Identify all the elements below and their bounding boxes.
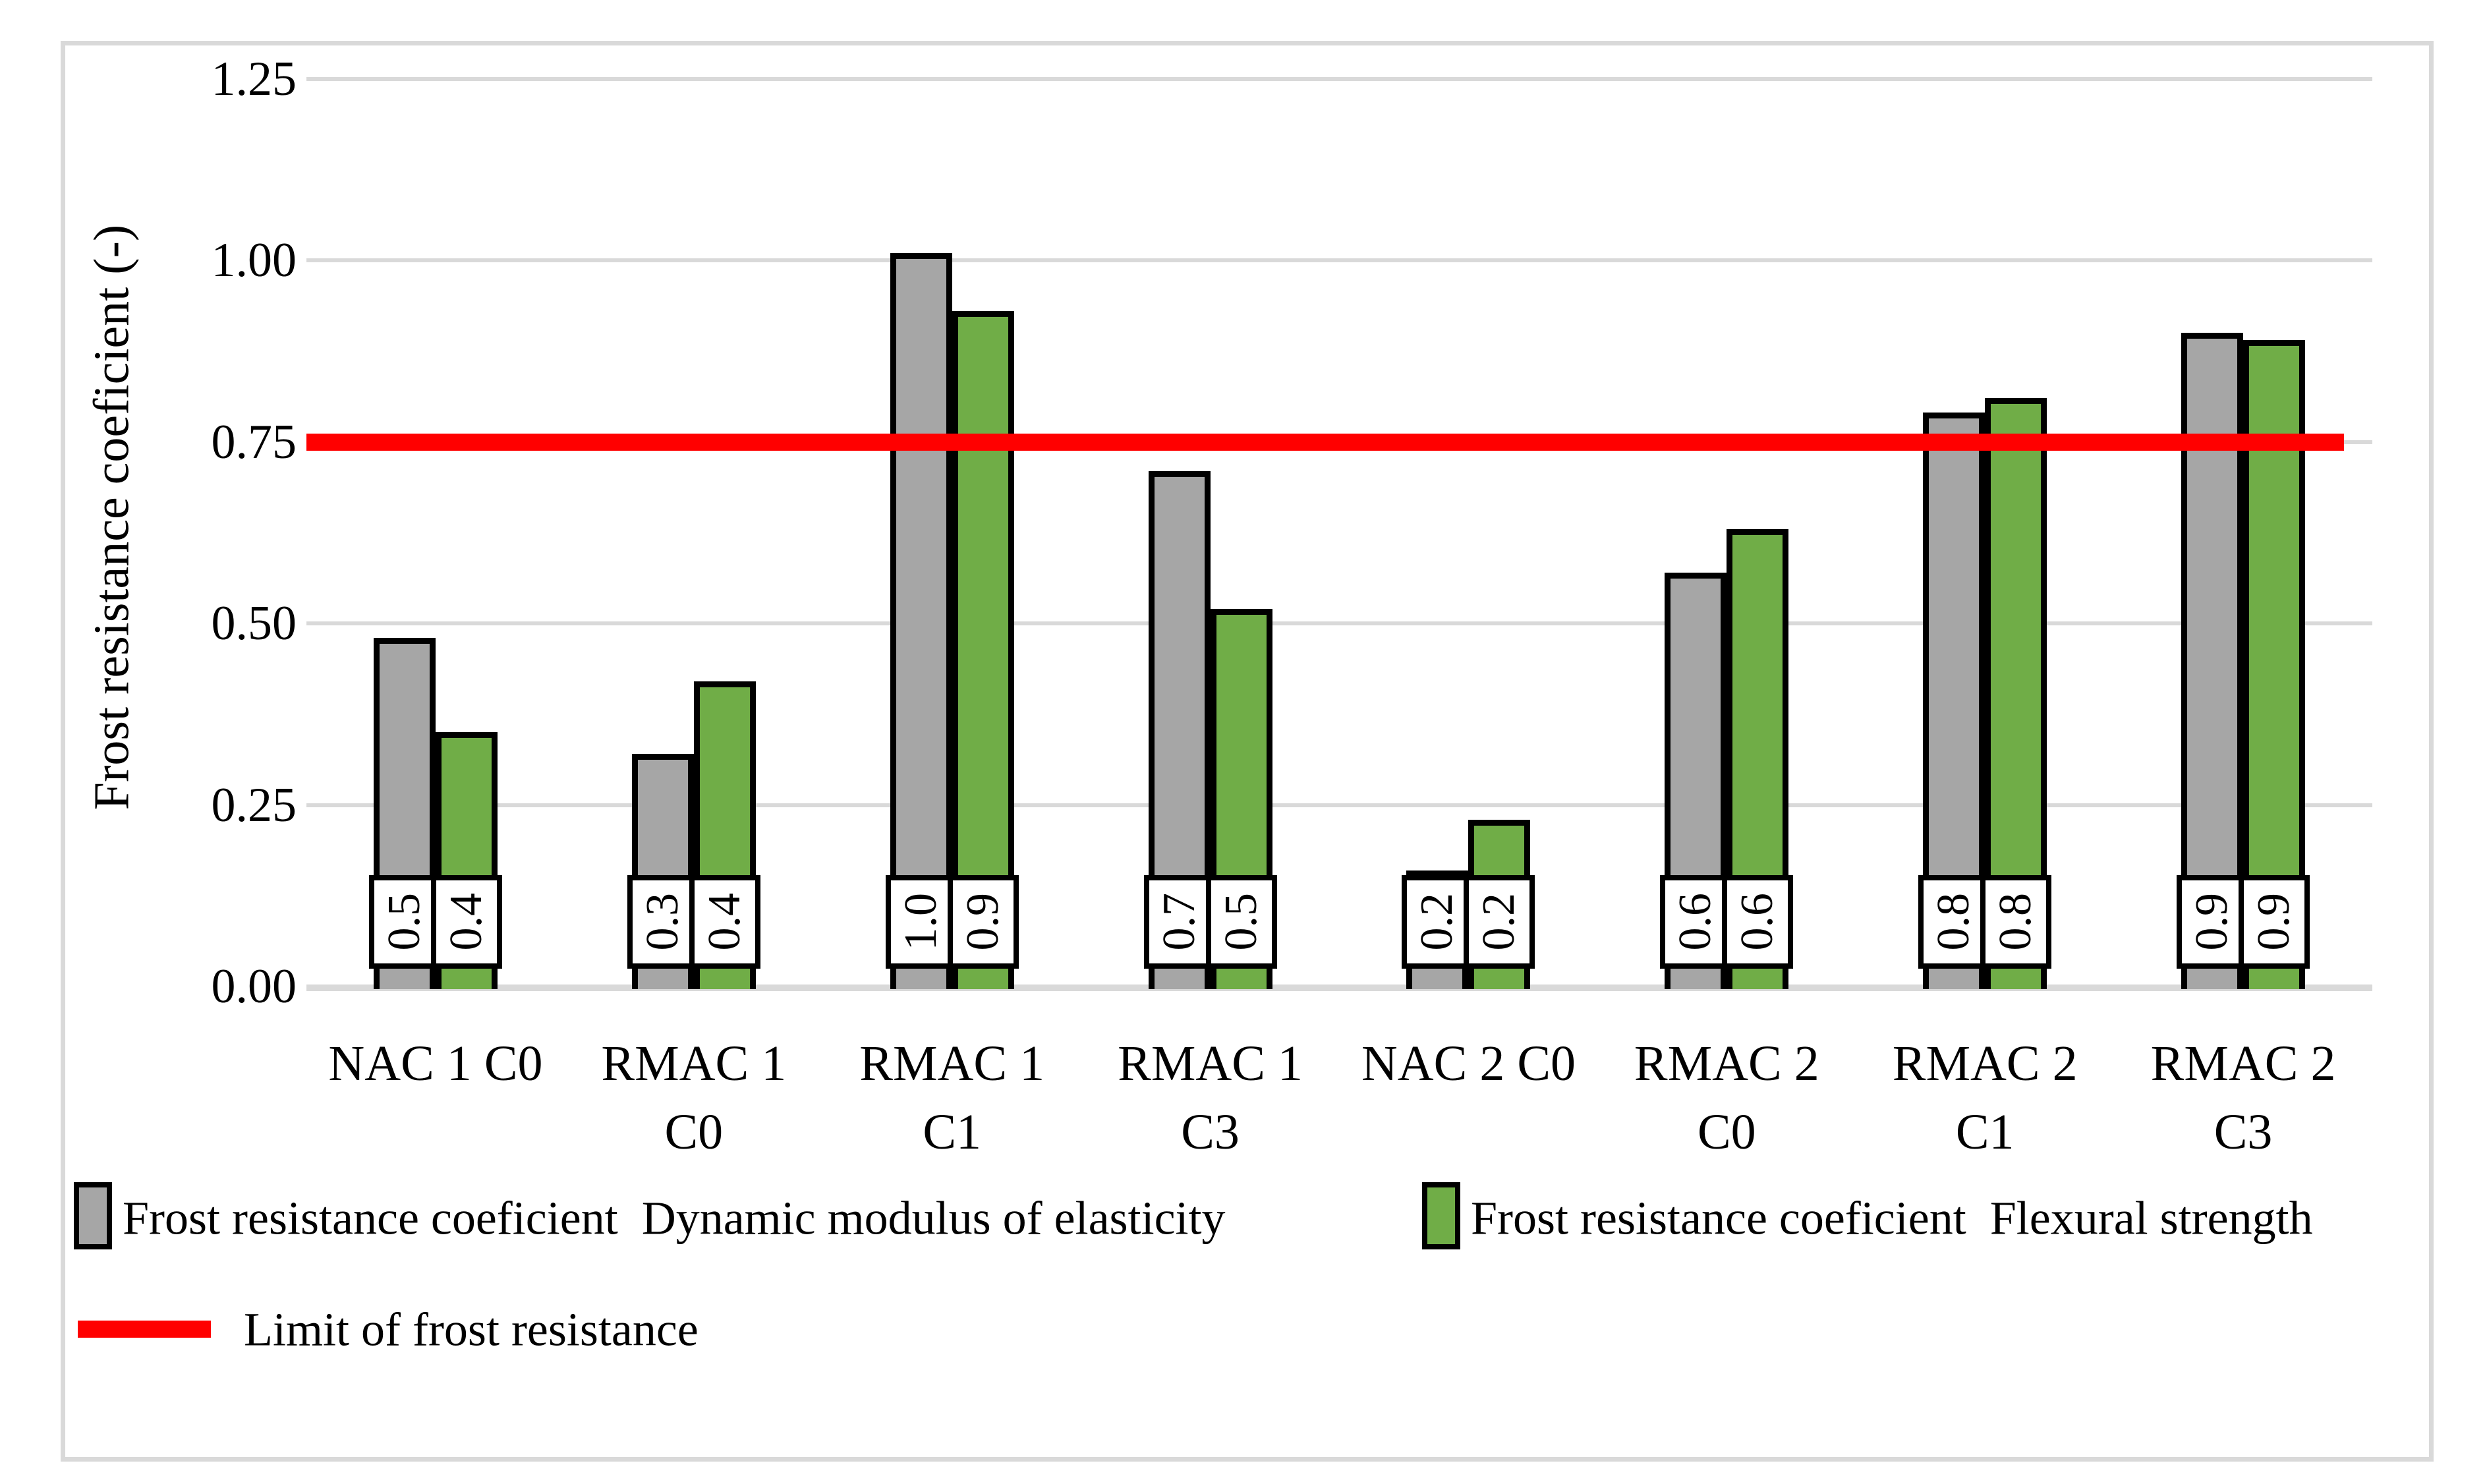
x-tick-label-RMAC-1-C0: RMAC 1 C0 [549, 1029, 839, 1166]
gridline-1.25 [306, 76, 2372, 81]
x-tick-line: C1 [923, 1104, 982, 1160]
data-label-value: 0.7 [1153, 893, 1205, 951]
y-tick-label-0.50: 0.50 [211, 596, 297, 650]
x-tick-label-RMAC-2-C1: RMAC 2 C1 [1840, 1029, 2130, 1166]
y-tick-label-1.00: 1.00 [211, 233, 297, 287]
legend-swatch-limit-line [78, 1321, 211, 1338]
data-label-flexural-strength-RMAC-2-C0: 0.6 [1722, 875, 1794, 969]
gridline-0.50 [306, 621, 2372, 625]
y-tick-label-0.25: 0.25 [211, 778, 297, 832]
x-tick-line: RMAC 2 [1634, 1036, 1819, 1091]
legend-label-flexural-strength: Frost resistance coeficient Flexural str… [1471, 1191, 2313, 1245]
data-label-flexural-strength-RMAC-2-C3: 0.9 [2239, 875, 2310, 969]
legend-swatch-dynamic-modulus [74, 1182, 112, 1249]
x-tick-label-NAC-1-C0: NAC 1 C0 [291, 1029, 581, 1098]
data-label-value: 0.5 [1215, 893, 1267, 951]
x-tick-label-RMAC-1-C1: RMAC 1 C1 [807, 1029, 1097, 1166]
x-tick-line: NAC 2 C0 [1361, 1036, 1576, 1091]
x-tick-label-NAC-2-C0: NAC 2 C0 [1323, 1029, 1613, 1098]
data-label-value: 0.8 [1990, 893, 2042, 951]
data-label-value: 0.6 [1670, 893, 1721, 951]
legend-swatch-flexural-strength [1422, 1182, 1460, 1249]
bar-dynamic-modulus-RMAC-1-C1 [890, 252, 952, 989]
x-tick-line: RMAC 1 [859, 1036, 1045, 1091]
data-label-flexural-strength-RMAC-1-C3: 0.5 [1205, 875, 1277, 969]
data-label-value: 0.8 [1928, 893, 1980, 951]
data-label-value: 0.4 [699, 893, 750, 951]
x-tick-label-RMAC-1-C3: RMAC 1 C3 [1066, 1029, 1356, 1166]
data-label-value: 1.0 [895, 893, 946, 951]
legend-label-limit-line: Limit of frost resistance [244, 1303, 699, 1356]
gridline-0.25 [306, 803, 2372, 807]
x-tick-line: C1 [1955, 1104, 2014, 1160]
data-label-value: 0.4 [440, 893, 492, 951]
data-label-value: 0.3 [637, 893, 688, 951]
data-label-flexural-strength-RMAC-1-C0: 0.4 [689, 875, 760, 969]
data-label-flexural-strength-RMAC-1-C1: 0.9 [947, 875, 1019, 969]
data-label-dynamic-modulus-RMAC-2-C1: 0.8 [1918, 875, 1990, 969]
x-tick-line: C3 [2214, 1104, 2273, 1160]
x-tick-label-RMAC-2-C3: RMAC 2 C3 [2098, 1029, 2388, 1166]
gridline-0.00 [306, 985, 2372, 991]
x-tick-line: C3 [1181, 1104, 1240, 1160]
chart-border-frame [61, 41, 2434, 1462]
data-label-dynamic-modulus-RMAC-1-C1: 1.0 [885, 875, 957, 969]
x-tick-label-RMAC-2-C0: RMAC 2 C0 [1582, 1029, 1871, 1166]
limit-of-frost-resistance-line [306, 433, 2344, 451]
data-label-value: 0.9 [2248, 893, 2300, 951]
y-tick-label-1.25: 1.25 [211, 51, 297, 106]
x-tick-line: RMAC 1 [601, 1036, 787, 1091]
data-label-flexural-strength-NAC-1-C0: 0.4 [430, 875, 502, 969]
data-label-flexural-strength-RMAC-2-C1: 0.8 [1980, 875, 2052, 969]
y-tick-label-0.00: 0.00 [211, 959, 297, 1013]
data-label-dynamic-modulus-RMAC-1-C0: 0.3 [627, 875, 699, 969]
data-label-flexural-strength-NAC-2-C0: 0.2 [1464, 875, 1535, 969]
data-label-dynamic-modulus-NAC-2-C0: 0.2 [1402, 875, 1473, 969]
x-tick-line: RMAC 2 [1892, 1036, 2078, 1091]
data-label-value: 0.2 [1412, 893, 1463, 951]
data-label-value: 0.6 [1732, 893, 1783, 951]
y-axis-title: Frost resistance coeficient (-) [84, 224, 140, 811]
x-tick-line: C0 [1697, 1104, 1756, 1160]
x-tick-line: RMAC 2 [2150, 1036, 2336, 1091]
legend-label-dynamic-modulus: Frost resistance coeficient Dynamic modu… [123, 1191, 1226, 1245]
y-tick-label-0.75: 0.75 [211, 414, 297, 469]
x-tick-line: RMAC 1 [1118, 1036, 1303, 1091]
x-tick-line: NAC 1 C0 [328, 1036, 543, 1091]
data-label-value: 0.9 [2186, 893, 2238, 951]
data-label-dynamic-modulus-RMAC-1-C3: 0.7 [1143, 875, 1215, 969]
x-tick-line: C0 [664, 1104, 724, 1160]
data-label-dynamic-modulus-RMAC-2-C3: 0.9 [2177, 875, 2248, 969]
data-label-value: 0.9 [957, 893, 1008, 951]
data-label-value: 0.2 [1473, 893, 1525, 951]
data-label-dynamic-modulus-NAC-1-C0: 0.5 [368, 875, 440, 969]
gridline-1.00 [306, 258, 2372, 262]
data-label-value: 0.5 [378, 893, 430, 951]
data-label-dynamic-modulus-RMAC-2-C0: 0.6 [1660, 875, 1732, 969]
